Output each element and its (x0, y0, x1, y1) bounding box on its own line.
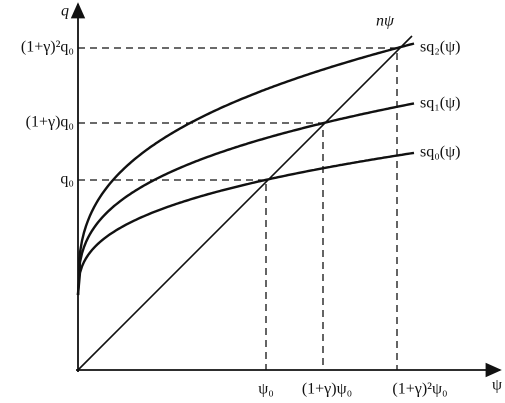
savings-curve (76, 151, 415, 296)
curve-label: nψ (376, 13, 395, 30)
curve-label: sq₂(ψ) (420, 39, 460, 56)
curve-label: sq₀(ψ) (420, 144, 460, 161)
x-tick-label: (1+γ)²ψ₀ (392, 381, 447, 398)
curves (76, 42, 415, 296)
x-tick-label: ψ₀ (258, 381, 274, 398)
y-axis-label: q (61, 3, 69, 20)
savings-curve (76, 102, 415, 296)
y-tick-label: (1+γ)q₀ (26, 114, 74, 131)
savings-curve (76, 42, 415, 296)
x-tick-label: (1+γ)ψ₀ (302, 381, 352, 398)
guide-line (78, 179, 267, 370)
curve-label: sq₁(ψ) (420, 95, 460, 112)
x-axis-label: ψ (492, 377, 502, 394)
y-tick-label: (1+γ)²q₀ (21, 39, 74, 56)
y-tick-label: q₀ (60, 171, 74, 188)
n-psi-line (77, 35, 413, 371)
